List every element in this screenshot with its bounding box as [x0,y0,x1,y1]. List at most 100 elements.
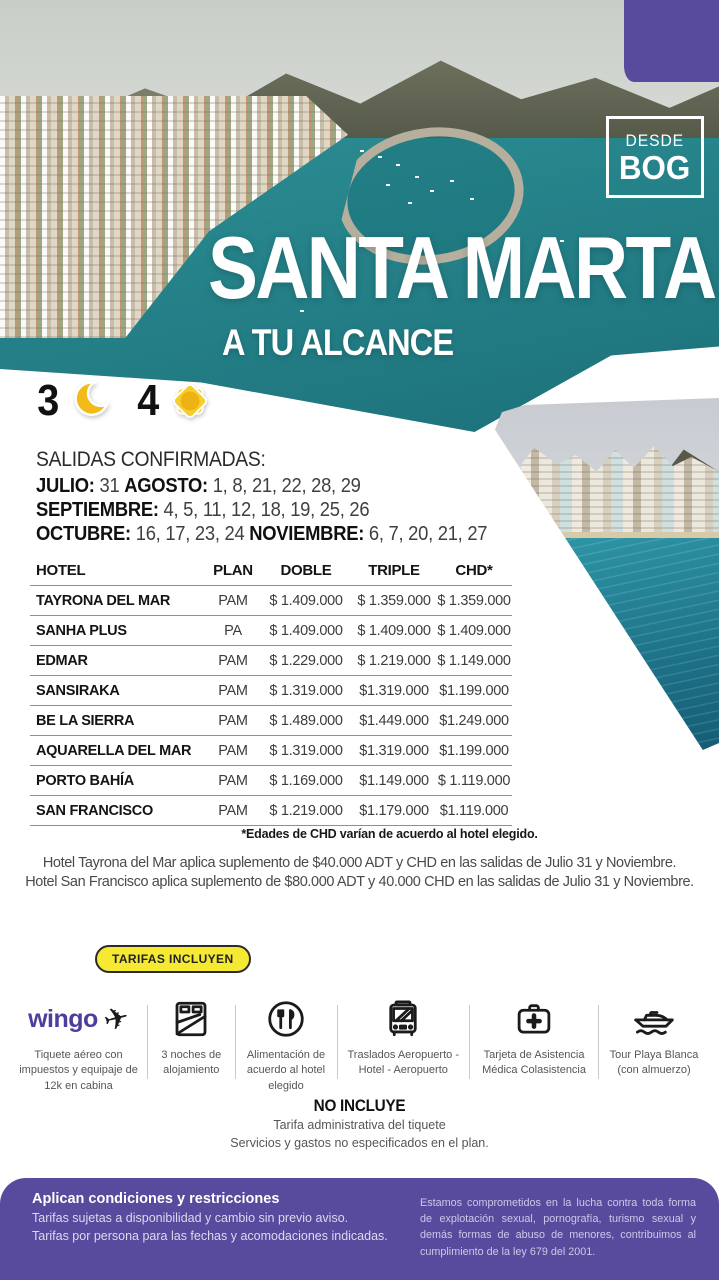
excludes-line: Servicios y gastos no especificados en e… [230,1136,489,1151]
sun-icon [173,384,207,418]
price-cell: $ 1.119.000 [436,765,512,796]
price-cell: $ 1.409.000 [352,615,436,646]
footer-legal: Estamos comprometidos en la lucha contra… [420,1197,696,1258]
price-cell: $1.149.000 [352,765,436,796]
price-cell: $1.119.000 [436,795,512,826]
hotel-name: AQUARELLA DEL MAR [30,735,206,766]
table-row: TAYRONA DEL MAR PAM $ 1.409.000 $ 1.359.000… [30,585,512,616]
include-label: Alimentación de acuerdo al hotel elegido [246,1049,326,1092]
col-header-triple: TRIPLE [352,556,436,586]
include-item-medical: Tarjeta de Asistencia Médica Colasistenc… [470,990,598,1094]
table-row: EDMAR PAM $ 1.229.000 $ 1.219.000 $ 1.149.00… [30,645,512,676]
price-cell: $ 1.409.000 [260,615,352,646]
purple-corner-shape [624,0,719,82]
medical-kit-icon [513,990,555,1048]
page-title: SANTA MARTA [208,218,717,317]
nights-count: 3 [37,376,60,425]
price-cell: $ 1.319.000 [260,675,352,706]
table-row: SANHA PLUS PA $ 1.409.000 $ 1.409.000 $ 1.40… [30,615,512,646]
table-row: SANSIRAKA PAM $ 1.319.000 $1.319.000 $1.199.… [30,675,512,706]
price-cell: PAM [206,585,260,616]
origin-badge-desde: DESDE [625,130,685,150]
col-header-doble: DOBLE [260,556,352,586]
price-cell: $ 1.319.000 [260,735,352,766]
hotel-name: BE LA SIERRA [30,705,206,736]
table-row: PORTO BAHÍA PAM $ 1.169.000 $1.149.000 $ 1.1… [30,765,512,796]
hotel-name: SAN FRANCISCO [30,795,206,826]
hotel-name: TAYRONA DEL MAR [30,585,206,616]
table-row: SAN FRANCISCO PAM $ 1.219.000 $1.179.000 $1.… [30,795,512,826]
price-cell: PAM [206,645,260,676]
boat-icon [631,990,677,1048]
price-cell: PAM [206,675,260,706]
table-row: BE LA SIERRA PAM $ 1.489.000 $1.449.000 $1.2… [30,705,512,736]
departures-line: SEPTIEMBRE: 4, 5, 11, 12, 18, 19, 25, 26 [36,499,370,521]
page-subtitle: A TU ALCANCE [222,322,454,363]
departures-heading: SALIDAS CONFIRMADAS: [36,448,266,471]
hotel-name: SANHA PLUS [30,615,206,646]
supplement-note-2: Hotel San Francisco aplica suplemento de… [25,874,694,890]
table-row: AQUARELLA DEL MAR PAM $ 1.319.000 $1.319.00… [30,735,512,766]
meal-icon [265,990,307,1048]
price-cell: PAM [206,735,260,766]
price-cell: PAM [206,795,260,826]
days-count: 4 [137,376,160,425]
price-cell: $1.449.000 [352,705,436,736]
include-label: Traslados Aeropuerto - Hotel - Aeropuert… [347,1049,459,1077]
excludes-section: NO INCLUYE Tarifa administrativa del tiq… [0,1096,719,1152]
departures: SALIDAS CONFIRMADAS: JULIO: 31 AGOSTO: 1… [36,448,527,546]
divider [147,1005,148,1080]
skyline-water [494,538,719,750]
price-cell: $ 1.219.000 [260,795,352,826]
include-item-tour: Tour Playa Blanca (con almuerzo) [599,990,709,1094]
tarifas-incluyen-badge: TARIFAS INCLUYEN [95,945,251,973]
price-table: HOTEL PLAN DOBLE TRIPLE CHD* TAYRONA DEL… [30,556,512,826]
bus-icon [382,990,424,1048]
table-header-row: HOTEL PLAN DOBLE TRIPLE CHD* [30,556,512,586]
include-label: Tiquete aéreo con impuestos y equipaje d… [19,1049,138,1092]
price-cell: PA [206,615,260,646]
price-cell: $ 1.489.000 [260,705,352,736]
include-item-transfers: Traslados Aeropuerto - Hotel - Aeropuert… [337,990,469,1094]
col-header-plan: PLAN [206,556,260,586]
price-cell: $ 1.409.000 [260,585,352,616]
hotel-name: EDMAR [30,645,206,676]
wingo-logo: wingo [28,1004,98,1033]
price-cell: $1.199.000 [436,735,512,766]
price-cell: $ 1.409.000 [436,615,512,646]
footer-conditions: Aplican condiciones y restricciones Tari… [32,1191,392,1245]
price-cell: PAM [206,765,260,796]
skyline-shore [494,532,719,539]
moon-icon [74,381,110,416]
wingo-plane-icon: wingo ✈ [28,990,132,1048]
price-cell: PAM [206,705,260,736]
price-cell: $1.319.000 [352,735,436,766]
includes-row: wingo ✈ Tiquete aéreo con impuestos y eq… [10,990,709,1094]
include-label: Tarjeta de Asistencia Médica Colasistenc… [482,1049,586,1077]
supplement-note-1: Hotel Tayrona del Mar aplica suplemento … [42,855,677,871]
include-item-meals: Alimentación de acuerdo al hotel elegido [235,990,336,1094]
departures-line: OCTUBRE: 16, 17, 23, 24 NOVIEMBRE: 6, 7,… [36,523,488,545]
excludes-title: NO INCLUYE [313,1096,406,1115]
price-cell: $1.199.000 [436,675,512,706]
include-item-lodging: 3 noches de alojamiento [148,990,235,1094]
excludes-line: Tarifa administrativa del tiquete [273,1118,446,1132]
hero-boats [360,150,364,152]
divider [336,1005,338,1080]
col-header-hotel: HOTEL [30,556,206,586]
plane-icon: ✈ [100,999,133,1039]
hotel-name: PORTO BAHÍA [30,765,206,796]
price-cell: $ 1.229.000 [260,645,352,676]
price-cell: $1.179.000 [352,795,436,826]
hotel-name: SANSIRAKA [30,675,206,706]
departures-line: JULIO: 31 AGOSTO: 1, 8, 21, 22, 28, 29 [36,475,361,497]
divider [234,1005,236,1080]
footer-heading: Aplican condiciones y restricciones [32,1191,280,1207]
footer: Aplican condiciones y restricciones Tari… [0,1178,719,1280]
duration: 3 4 [36,378,213,424]
chd-footnote: *Edades de CHD varían de acuerdo al hote… [241,827,538,841]
include-label: 3 noches de alojamiento [161,1049,222,1077]
price-cell: $ 1.219.000 [352,645,436,676]
footer-line: Tarifas por persona para las fechas y ac… [32,1229,388,1244]
